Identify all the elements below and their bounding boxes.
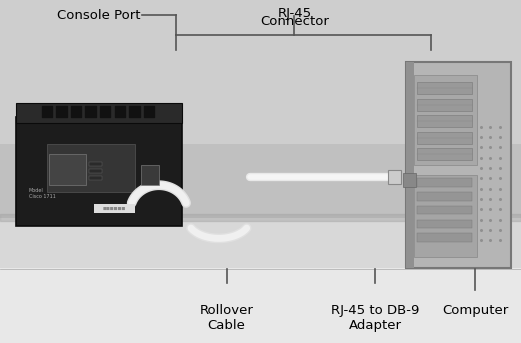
Bar <box>0 0 521 269</box>
Bar <box>414 75 477 165</box>
Bar <box>89 162 102 166</box>
Bar <box>47 144 135 192</box>
Bar <box>417 82 472 94</box>
Bar <box>141 165 159 185</box>
Bar <box>406 62 414 268</box>
Bar <box>417 192 472 201</box>
FancyBboxPatch shape <box>406 62 511 268</box>
Text: Computer: Computer <box>442 304 508 317</box>
Text: RJ-45: RJ-45 <box>277 7 312 20</box>
Bar <box>89 169 102 173</box>
FancyBboxPatch shape <box>16 117 182 226</box>
Bar <box>417 115 472 127</box>
Bar <box>417 148 472 160</box>
Text: Rollover
Cable: Rollover Cable <box>200 304 254 332</box>
Bar <box>94 204 135 213</box>
Bar <box>417 178 472 187</box>
Text: Connector: Connector <box>260 15 329 28</box>
Bar <box>0 0 521 144</box>
FancyBboxPatch shape <box>16 103 182 123</box>
Bar <box>403 173 416 187</box>
Bar <box>417 132 472 144</box>
Bar <box>417 233 472 242</box>
Text: RJ-45 to DB-9
Adapter: RJ-45 to DB-9 Adapter <box>331 304 419 332</box>
Bar <box>414 175 477 257</box>
Bar <box>0 218 521 269</box>
Text: Console Port: Console Port <box>57 9 141 22</box>
Bar <box>417 99 472 111</box>
Bar <box>49 154 86 185</box>
Bar <box>417 220 472 228</box>
Bar <box>417 206 472 214</box>
Text: Model
Cisco 1711: Model Cisco 1711 <box>29 188 56 199</box>
Bar <box>388 170 401 184</box>
Text: ■■■■■■: ■■■■■■ <box>103 206 126 211</box>
Bar <box>89 176 102 180</box>
Bar <box>0 268 521 343</box>
